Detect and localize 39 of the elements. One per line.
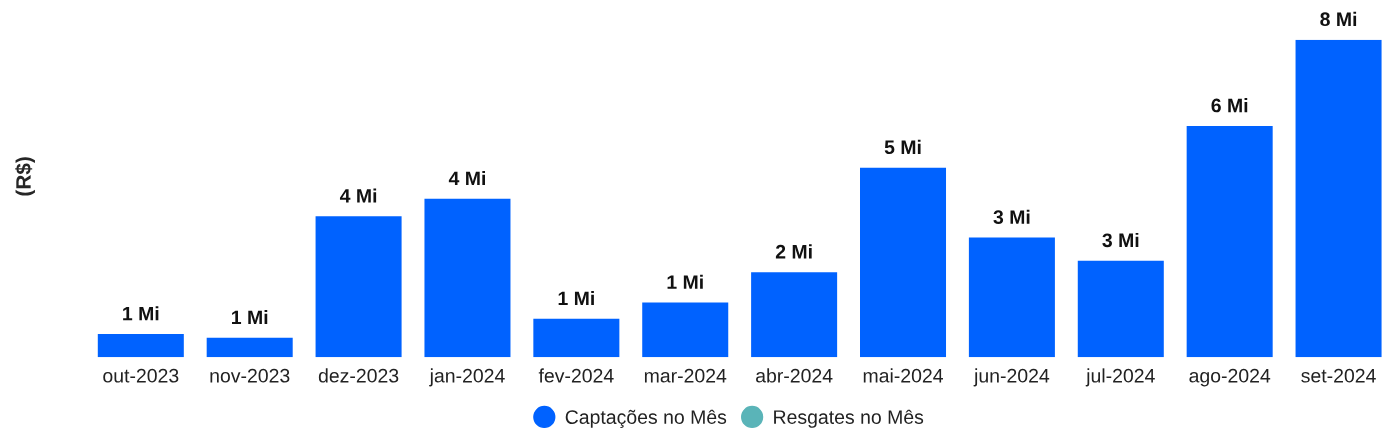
x-tick-label: jun-2024 <box>973 368 1050 387</box>
x-tick-label: mar-2024 <box>644 368 727 383</box>
bar <box>860 167 947 358</box>
bar <box>751 272 838 358</box>
data-label: 1 Mi <box>123 306 159 321</box>
x-tick-label: nov-2023 <box>210 368 290 383</box>
data-label: 4 Mi <box>339 188 377 203</box>
x-tick-label: jan-2024 <box>429 368 505 387</box>
data-label: 5 Mi <box>884 139 921 155</box>
x-tick-label: dez-2023 <box>318 368 399 383</box>
bar <box>315 216 402 358</box>
bar <box>968 237 1055 358</box>
data-label: 1 Mi <box>667 274 703 289</box>
x-tick-label: set-2024 <box>1301 368 1376 383</box>
x-tick-label: ago-2024 <box>1189 368 1271 387</box>
data-label: 3 Mi <box>993 209 1030 225</box>
y-axis-title: (R$) <box>15 157 35 196</box>
bar <box>1186 125 1273 358</box>
bar <box>533 318 620 358</box>
data-label: 1 Mi <box>232 309 268 325</box>
data-label: 4 Mi <box>448 170 485 186</box>
bar <box>1295 39 1382 358</box>
x-tick-label: fev-2024 <box>538 368 614 383</box>
data-label: 3 Mi <box>1102 232 1139 248</box>
bar <box>642 302 729 358</box>
x-tick-label: out-2023 <box>103 368 179 383</box>
x-tick-label: jul-2024 <box>1085 368 1155 387</box>
bar <box>1077 260 1164 358</box>
legend-label: Captações no Mês <box>565 409 727 428</box>
data-label: 6 Mi <box>1211 98 1248 113</box>
bar <box>97 334 184 358</box>
legend-label: Resgates no Mês <box>774 409 924 428</box>
data-label: 1 Mi <box>558 291 594 306</box>
x-tick-label: abr-2024 <box>756 368 833 383</box>
x-tick-label: mai-2024 <box>863 368 943 383</box>
data-label: 8 Mi <box>1320 11 1357 27</box>
data-label: 2 Mi <box>775 244 812 259</box>
bar <box>206 337 293 358</box>
bar <box>424 198 511 358</box>
